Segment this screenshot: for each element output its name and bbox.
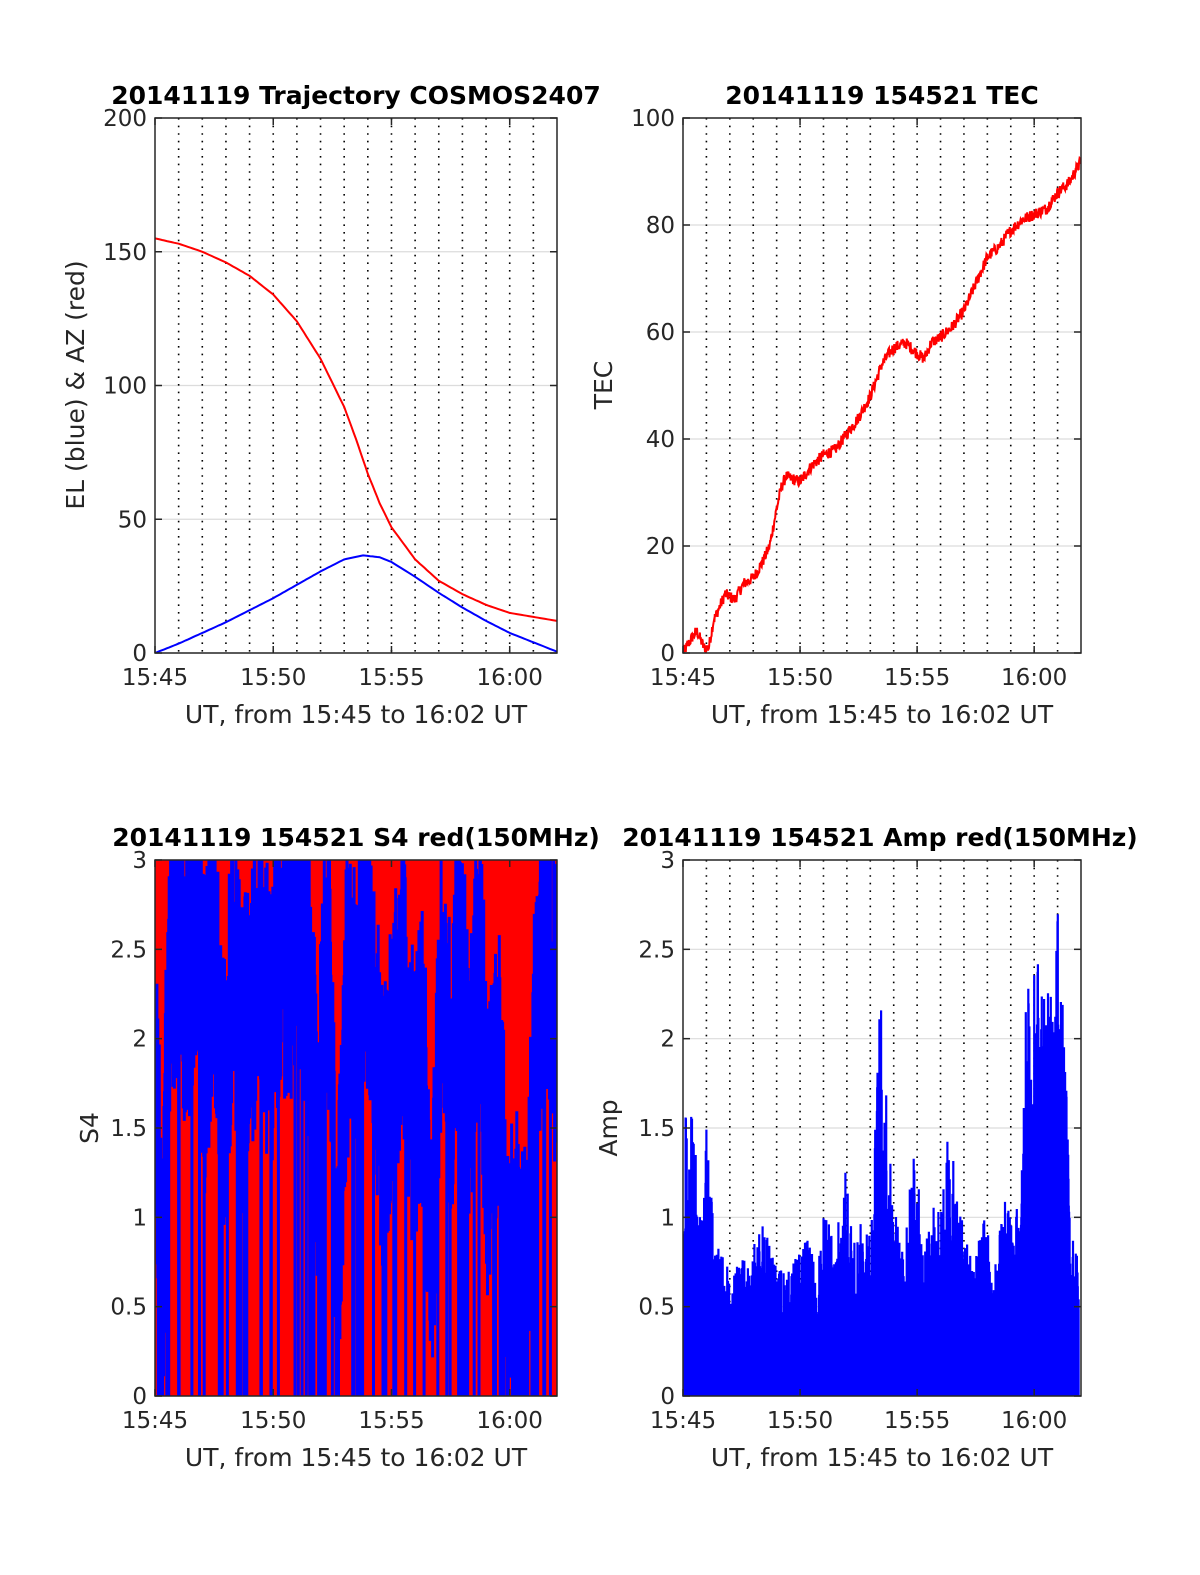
chart-panel-4: 15:45 15:50 15:55 16:00 0 0.5 1 1.5 2 2.5 32014111… [594,823,1138,1472]
y-tick-label: 0.5 [110,1295,147,1321]
x-tick-label: 15:45 [122,665,188,691]
y-tick-label: 0 [132,641,147,667]
x-tick-label: 15:50 [767,665,833,691]
chart-title: 20141119 154521 S4 red(150MHz) [112,823,600,852]
x-axis-label: UT, from 15:45 to 16:02 UT [185,1443,528,1472]
chart-title: 20141119 154521 TEC [725,81,1038,110]
chart-panel-2: 15:45 15:50 15:55 16:00 0 20 40 60 80 100 20141119… [589,81,1082,729]
y-tick-label: 40 [646,427,675,453]
chart-panel-1: 15:45 15:50 15:55 16:00 0 50 100 150 20020141119… [61,81,601,729]
series-line-1 [683,155,1081,653]
x-axis-label: UT, from 15:45 to 16:02 UT [711,700,1054,729]
y-tick-label: 20 [646,534,675,560]
y-axis-label: TEC [589,361,618,411]
x-tick-label: 15:45 [122,1408,188,1434]
y-tick-label: 1.5 [110,1116,147,1142]
y-tick-label: 2 [132,1027,147,1053]
x-tick-label: 15:50 [240,1408,306,1434]
x-tick-label: 15:50 [767,1408,833,1434]
x-tick-label: 16:00 [477,1408,543,1434]
series-line-1 [155,237,557,622]
y-tick-label: 0 [660,641,675,667]
x-axis-label: UT, from 15:45 to 16:02 UT [185,700,528,729]
y-tick-label: 100 [631,106,675,132]
y-tick-label: 0 [132,1384,147,1410]
y-tick-label: 2 [660,1027,675,1053]
x-tick-label: 15:55 [358,1408,424,1434]
plot-area [155,860,557,1396]
series-bars-2 [155,860,557,1396]
y-axis-label: Amp [594,1099,623,1156]
y-tick-label: 0.5 [638,1295,675,1321]
y-tick-label: 2.5 [110,937,147,963]
plot-area [683,914,1080,1396]
y-tick-label: 1 [132,1205,147,1231]
y-axis-label: S4 [75,1112,104,1144]
x-axis-label: UT, from 15:45 to 16:02 UT [711,1443,1054,1472]
x-tick-label: 16:00 [477,665,543,691]
x-tick-label: 15:45 [650,665,716,691]
x-tick-label: 15:55 [884,1408,950,1434]
plot-area [683,155,1081,653]
x-tick-label: 15:45 [650,1408,716,1434]
x-tick-label: 16:00 [1001,665,1067,691]
series-bars-1 [683,914,1080,1396]
y-tick-label: 80 [646,213,675,239]
chart-title: 20141119 154521 Amp red(150MHz) [622,823,1138,852]
y-axis-label: EL (blue) & AZ (red) [61,260,90,509]
chart-title: 20141119 Trajectory COSMOS2407 [111,81,601,110]
chart-panel-3: 15:45 15:50 15:55 16:00 0 0.5 1 1.5 2 2.5 32014111… [75,823,600,1472]
y-tick-label: 50 [118,507,147,533]
y-tick-label: 1.5 [638,1116,675,1142]
y-tick-label: 60 [646,320,675,346]
x-tick-label: 15:55 [884,665,950,691]
y-tick-label: 0 [660,1384,675,1410]
y-tick-label: 150 [103,240,147,266]
y-tick-label: 3 [660,848,675,874]
series-line-2 [155,554,557,653]
y-tick-label: 2.5 [638,937,675,963]
axes-box [682,117,1082,654]
y-tick-label: 100 [103,374,147,400]
x-tick-label: 15:50 [240,665,306,691]
plot-area [155,237,557,653]
y-tick-label: 200 [103,106,147,132]
y-tick-label: 1 [660,1205,675,1231]
x-tick-label: 15:55 [358,665,424,691]
x-tick-label: 16:00 [1001,1408,1067,1434]
y-tick-label: 3 [132,848,147,874]
